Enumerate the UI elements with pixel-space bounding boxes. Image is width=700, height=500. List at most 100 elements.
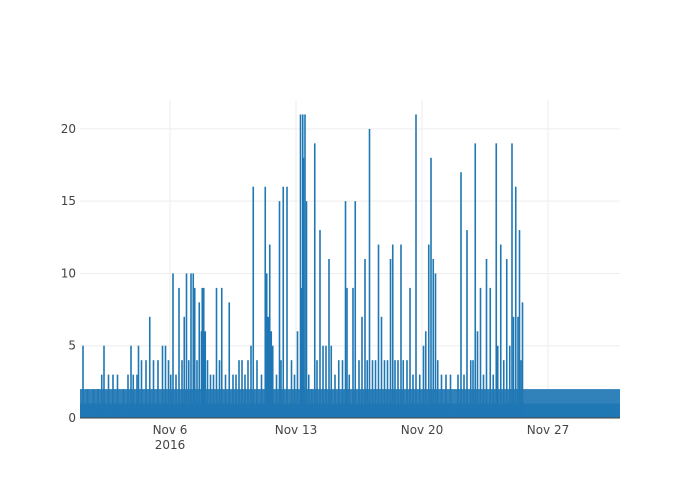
- bar: [394, 360, 396, 418]
- x-tick-label: Nov 6: [153, 423, 188, 437]
- bar: [521, 302, 524, 418]
- bar: [132, 374, 135, 418]
- bar: [520, 360, 522, 418]
- bar: [86, 389, 89, 418]
- bar: [137, 345, 140, 418]
- bar: [474, 143, 477, 418]
- bar: [341, 360, 344, 418]
- bar: [322, 345, 324, 418]
- bar: [202, 287, 205, 418]
- y-axis-ticks: 0 5 10 15 20: [61, 122, 76, 425]
- bar: [107, 374, 110, 418]
- bar: [511, 143, 513, 418]
- bar: [293, 374, 296, 418]
- bar: [190, 273, 192, 418]
- bar: [344, 201, 347, 418]
- bar: [319, 230, 321, 418]
- bar: [424, 331, 427, 418]
- bar: [352, 287, 354, 418]
- bar: [201, 287, 204, 418]
- y-tick-label: 5: [68, 339, 76, 353]
- bar: [304, 114, 306, 419]
- bar: [265, 273, 268, 418]
- bar: [270, 331, 273, 418]
- bar: [354, 201, 357, 418]
- bar: [508, 345, 511, 418]
- bar: [183, 316, 186, 418]
- bar: [286, 186, 288, 418]
- bar: [422, 345, 425, 418]
- bar: [130, 345, 132, 418]
- bar: [206, 360, 209, 418]
- bar: [496, 345, 499, 418]
- bar: [368, 128, 371, 418]
- bar: [268, 244, 271, 418]
- bar: [140, 360, 143, 418]
- bar: [316, 360, 318, 418]
- bar: [167, 360, 170, 418]
- gridlines: [80, 100, 620, 418]
- x-tick-label: Nov 13: [275, 423, 318, 437]
- bar: [325, 345, 327, 418]
- bar: [112, 374, 114, 418]
- y-tick-label: 0: [68, 411, 76, 425]
- bar: [290, 360, 293, 418]
- y-tick-label: 15: [61, 194, 76, 208]
- bar: [409, 287, 411, 418]
- bar: [371, 360, 374, 418]
- bar: [463, 374, 465, 418]
- bar: [436, 360, 439, 418]
- bar: [374, 360, 377, 418]
- bar: [466, 230, 468, 418]
- bar: [495, 143, 498, 418]
- bar: [479, 287, 482, 418]
- bar: [161, 345, 164, 418]
- bar: [432, 259, 435, 418]
- bar: [406, 360, 408, 418]
- bar: [100, 374, 103, 418]
- bar: [103, 345, 105, 418]
- bar: [148, 316, 151, 418]
- bar: [193, 287, 196, 418]
- bar: [305, 201, 308, 418]
- bar: [445, 374, 447, 418]
- bar: [244, 374, 246, 418]
- bar: [247, 360, 249, 418]
- bar: [492, 374, 495, 418]
- bar: [346, 287, 348, 418]
- bar: [224, 374, 227, 418]
- bar: [415, 114, 417, 419]
- bar: [434, 273, 437, 418]
- bar: [97, 389, 99, 418]
- bar: [260, 374, 263, 418]
- bar: [386, 360, 389, 418]
- bar: [185, 273, 188, 418]
- bar: [232, 374, 234, 418]
- bar: [178, 287, 180, 418]
- x-tick-label: Nov 27: [527, 423, 570, 437]
- bar: [482, 374, 485, 418]
- bar: [252, 186, 255, 418]
- bar: [282, 186, 285, 418]
- bar: [157, 360, 159, 418]
- bar: [499, 244, 502, 418]
- bar: [275, 374, 278, 418]
- bar: [380, 316, 383, 418]
- bar: [278, 201, 281, 418]
- bar: [337, 360, 340, 418]
- y-tick-label: 10: [61, 266, 76, 280]
- bar: [358, 360, 360, 418]
- bar: [196, 360, 198, 418]
- x-tick-label: Nov 20: [401, 423, 444, 437]
- bar: [489, 287, 492, 418]
- bar: [514, 186, 517, 418]
- bar: [235, 374, 237, 418]
- bar: [485, 259, 488, 418]
- bar: [457, 374, 459, 418]
- bar: [152, 360, 155, 418]
- bar: [267, 316, 270, 418]
- bar: [256, 360, 258, 418]
- bar: [181, 360, 183, 418]
- bar: [116, 374, 119, 418]
